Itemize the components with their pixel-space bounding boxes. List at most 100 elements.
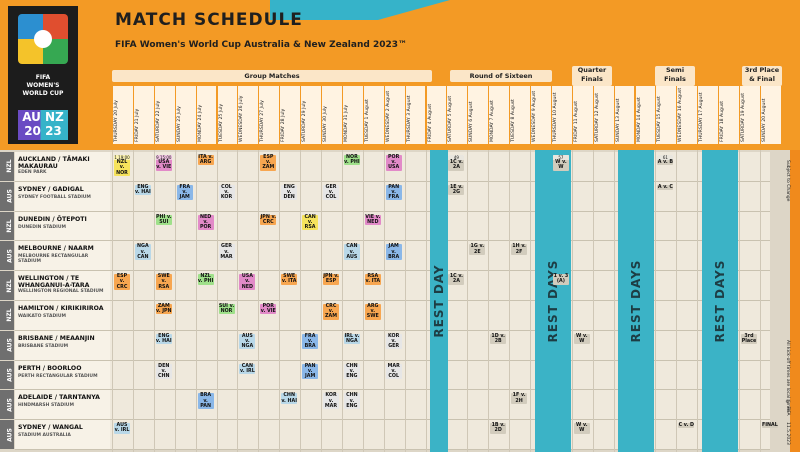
column-divider — [404, 150, 406, 452]
venue-cell: ADELAIDE / TARNTANYA HINDMARSH STADIUM — [15, 390, 110, 421]
match-cell[interactable]: AUS v. IRL — [114, 423, 130, 434]
date-column: TUESDAY 25 July — [216, 86, 238, 144]
venue-stadium: MELBOURNE RECTANGULAR STADIUM — [18, 254, 89, 265]
match-cell[interactable]: 1F v. 2H — [511, 393, 528, 404]
match-cell[interactable]: 3rd Place — [741, 333, 757, 345]
match-cell[interactable]: CAN v. AUS — [343, 244, 360, 260]
match-cell[interactable]: CRC v. ZAM — [323, 304, 339, 320]
match-cell[interactable]: VIE v. NED — [364, 214, 381, 225]
date-label: THURSDAY 20 July — [114, 100, 119, 142]
match-cell[interactable]: USA v. NED — [239, 274, 256, 290]
match-cell[interactable]: KOR v. GER — [385, 333, 402, 350]
match-cell[interactable]: COL v. KOR — [218, 184, 235, 201]
match-cell[interactable]: CAN v. IRL — [239, 363, 256, 374]
match-cell[interactable]: CHN v. HAI — [281, 393, 298, 404]
match-cell[interactable]: POR v. USA — [385, 155, 402, 171]
match-cell[interactable]: NZL v. PHI — [197, 274, 214, 285]
match-cell[interactable]: FINAL — [761, 423, 778, 429]
match-cell[interactable]: CAN v. RSA — [302, 214, 319, 231]
match-cell[interactable]: C v. D — [678, 423, 695, 429]
match-cell[interactable]: W v. W — [573, 333, 590, 345]
match-cell[interactable]: JPN v. ESP — [323, 274, 339, 285]
rest-days-label: REST DAYS — [546, 259, 560, 343]
match-cell[interactable]: MAR v. COL — [385, 363, 402, 380]
venue-cell: SYDNEY / GADIGAL SYDNEY FOOTBALL STADIUM — [15, 181, 110, 212]
match-teams: ARG v. SWE — [366, 304, 379, 320]
match-cell[interactable]: ZAM v. JPN — [155, 304, 172, 315]
date-label: FRIDAY 4 August — [427, 103, 433, 142]
date-column: WEDNESDAY 9 August — [530, 86, 551, 144]
match-teams: PAN v. FRA — [388, 184, 400, 201]
match-cell[interactable]: CHN v. ENG — [343, 393, 360, 409]
match-cell[interactable]: NGA v. CAN — [134, 244, 151, 260]
date-column: SATURDAY 29 July — [300, 86, 321, 144]
venue-stadium: HINDMARSH STADIUM — [18, 403, 74, 409]
match-teams: CAN v. IRL — [240, 363, 255, 374]
match-cell[interactable]: ESP v. CRC — [114, 274, 130, 290]
stage-final: 3rd Place & Final — [742, 66, 782, 86]
match-cell[interactable]: ENG v. HAI — [155, 333, 172, 345]
rest-day-label: REST DAY — [432, 264, 446, 338]
column-divider — [530, 150, 531, 452]
match-teams: CHN v. HAI — [281, 393, 298, 404]
date-column: FRIDAY 11 August — [571, 86, 593, 144]
match-cell[interactable]: PAN v. FRA — [385, 184, 402, 201]
match-cell[interactable]: ESP v. ZAM — [260, 155, 277, 171]
match-cell[interactable]: JPN v. CRC — [260, 214, 277, 225]
venue-stadium: WAIKATO STADIUM — [18, 314, 66, 319]
column-divider — [153, 150, 155, 452]
match-cell[interactable]: KOR v. MAR — [323, 393, 339, 409]
match-teams: JPN v. ESP — [323, 274, 339, 285]
match-cell[interactable]: NED v. POR — [197, 214, 214, 231]
match-cell[interactable]: FRA v. JAM — [176, 184, 193, 201]
match-cell[interactable]: 49 1C v. 2A — [448, 155, 465, 171]
match-cell[interactable]: SWE v. ITA — [281, 274, 298, 285]
match-cell[interactable]: ENG v. DEN — [281, 184, 298, 201]
match-cell[interactable]: ARG v. SWE — [364, 304, 381, 320]
match-cell[interactable]: PHI v. SUI — [155, 214, 172, 225]
country-code: AUS — [6, 338, 14, 353]
page-subtitle: FIFA Women's World Cup Australia & New Z… — [115, 40, 407, 50]
match-cell[interactable]: GER v. MAR — [218, 244, 235, 260]
match-cell[interactable]: 61 A v. B — [657, 155, 674, 166]
match-cell[interactable]: SUI v. NOR — [218, 304, 235, 315]
venue-cell: WELLINGTON / TE WHANGANUI-A-TARA WELLINGT… — [15, 271, 110, 301]
match-cell[interactable]: JAM v. BRA — [385, 244, 402, 260]
match-cell[interactable]: 1 v. 3 (A) — [552, 274, 569, 285]
column-divider — [341, 150, 343, 452]
match-cell[interactable]: RSA v. ITA — [364, 274, 381, 285]
match-cell[interactable]: CHN v. ENG — [343, 363, 360, 380]
match-cell[interactable]: FRA v. BRA — [302, 333, 319, 350]
match-cell[interactable]: IRL v. NGA — [343, 333, 360, 345]
match-cell[interactable]: GER v. COL — [323, 184, 339, 201]
match-cell[interactable]: 1H v. 2F — [511, 244, 528, 255]
country-code: NZL — [6, 219, 14, 233]
match-cell[interactable]: 1C v. 2A — [448, 274, 465, 285]
match-cell[interactable]: 1B v. 2D — [490, 423, 507, 434]
venue-country: NZL — [0, 152, 14, 181]
date-column: SUNDAY 23 July — [174, 86, 196, 144]
match-teams: CRC v. ZAM — [325, 304, 337, 320]
match-cell[interactable]: 1D v. 2B — [490, 333, 507, 345]
match-cell[interactable]: SWE v. RSA — [155, 274, 172, 290]
match-cell[interactable]: 9 15:00 USA v. VIE — [155, 155, 172, 171]
column-divider — [300, 150, 302, 452]
match-cell[interactable]: ENG v. HAI — [134, 184, 151, 196]
match-cell[interactable]: PAN v. JAM — [302, 363, 319, 380]
match-cell[interactable]: ITA v. ARG — [197, 155, 214, 166]
match-cell[interactable]: 1G v. 2E — [469, 244, 486, 255]
match-teams: 1C v. 2A — [449, 274, 463, 285]
column-divider — [509, 150, 511, 452]
rest-days-label: REST DAYS — [629, 259, 643, 343]
match-teams: 1C v. 2A — [449, 160, 463, 171]
match-cell[interactable]: 1E v. 2G — [448, 184, 465, 196]
match-cell[interactable]: POR v. VIE — [260, 304, 277, 315]
match-cell[interactable]: 57 W v. W — [552, 155, 569, 171]
match-cell[interactable]: DEN v. CHN — [155, 363, 172, 380]
match-cell[interactable]: A v. C — [657, 184, 674, 190]
match-cell[interactable]: W v. W — [573, 423, 590, 434]
match-cell[interactable]: AUS v. NGA — [239, 333, 256, 350]
match-cell[interactable]: NOR v. PHI — [343, 155, 360, 166]
match-cell[interactable]: 1 19:00 NZL v. NOR — [114, 155, 130, 176]
match-cell[interactable]: BRA v. PAN — [197, 393, 214, 409]
